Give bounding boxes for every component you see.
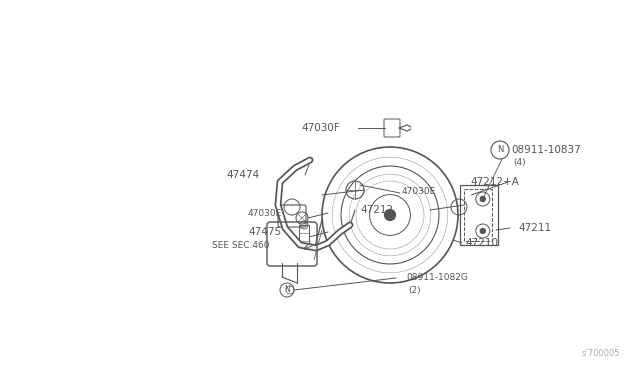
Text: 47211: 47211 <box>518 223 551 233</box>
Bar <box>460 185 498 245</box>
Bar <box>464 189 492 241</box>
Text: 47210: 47210 <box>465 238 498 248</box>
Bar <box>299 225 309 247</box>
Text: 08911-10837: 08911-10837 <box>511 145 580 155</box>
Text: 47212: 47212 <box>361 205 394 215</box>
Text: N: N <box>497 145 503 154</box>
Text: 47212+A: 47212+A <box>470 177 519 187</box>
Text: 08911-1082G: 08911-1082G <box>406 273 468 282</box>
Text: 47030E: 47030E <box>248 208 282 218</box>
Circle shape <box>480 196 485 202</box>
Text: 47030F: 47030F <box>301 123 340 133</box>
Text: 47474: 47474 <box>227 170 260 180</box>
Circle shape <box>385 209 396 221</box>
Text: 47030E: 47030E <box>402 187 436 196</box>
Text: (2): (2) <box>409 285 421 295</box>
Text: N: N <box>284 285 290 295</box>
Text: 47475: 47475 <box>249 227 282 237</box>
Text: s’700005: s’700005 <box>582 349 620 358</box>
Text: (4): (4) <box>514 157 526 167</box>
Circle shape <box>480 228 485 234</box>
Text: SEE SEC.460: SEE SEC.460 <box>212 241 270 250</box>
